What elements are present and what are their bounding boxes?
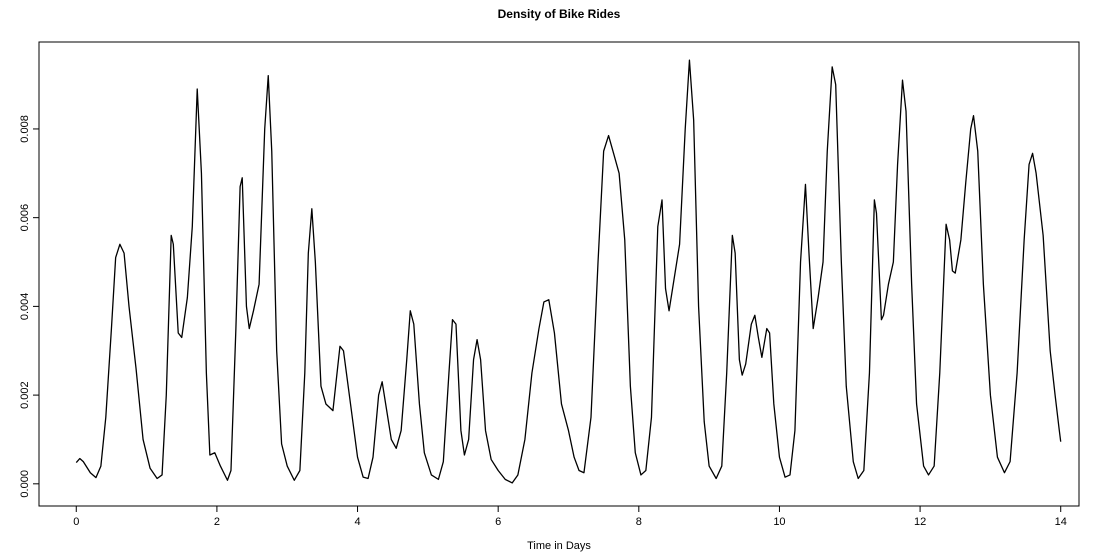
y-tick-label: 0.008 — [19, 115, 31, 143]
x-tick-label: 6 — [495, 516, 501, 528]
x-tick-label: 0 — [73, 516, 79, 528]
chart-title: Density of Bike Rides — [498, 7, 621, 21]
y-tick-label: 0.000 — [19, 470, 31, 498]
x-tick-label: 14 — [1055, 516, 1067, 528]
x-tick-label: 8 — [636, 516, 642, 528]
x-tick-label: 10 — [773, 516, 785, 528]
y-tick-label: 0.002 — [19, 381, 31, 409]
plot-box — [38, 41, 1080, 507]
y-tick-label: 0.004 — [19, 293, 31, 321]
x-axis-label: Time in Days — [527, 540, 591, 552]
density-line — [75, 59, 1062, 484]
x-tick-label: 2 — [214, 516, 220, 528]
y-tick-label: 0.006 — [19, 204, 31, 232]
x-tick-label: 12 — [914, 516, 926, 528]
x-tick-label: 4 — [354, 516, 360, 528]
